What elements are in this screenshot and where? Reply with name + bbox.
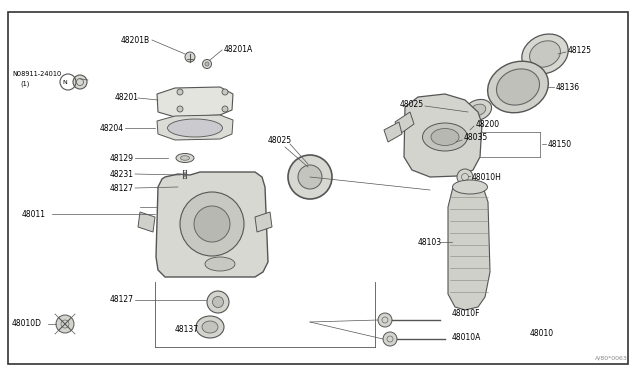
Text: 48127: 48127 [110, 295, 134, 305]
Ellipse shape [452, 180, 488, 194]
Ellipse shape [470, 104, 486, 116]
Ellipse shape [180, 156, 189, 160]
Circle shape [212, 296, 223, 308]
Text: 48010F: 48010F [452, 310, 481, 318]
Circle shape [202, 60, 211, 68]
Ellipse shape [488, 61, 548, 113]
Text: N: N [63, 80, 67, 84]
Polygon shape [404, 94, 482, 177]
Circle shape [298, 165, 322, 189]
Text: 48035: 48035 [464, 132, 488, 141]
Ellipse shape [205, 257, 235, 271]
Ellipse shape [196, 316, 224, 338]
Text: 48200: 48200 [476, 119, 500, 128]
Circle shape [177, 106, 183, 112]
Text: 48025: 48025 [400, 99, 424, 109]
Text: 48010D: 48010D [12, 320, 42, 328]
Circle shape [288, 155, 332, 199]
Text: 48136: 48136 [556, 83, 580, 92]
Ellipse shape [529, 41, 561, 67]
Circle shape [180, 192, 244, 256]
Text: (1): (1) [20, 81, 29, 87]
Circle shape [73, 75, 87, 89]
Text: 48011: 48011 [22, 209, 46, 218]
Polygon shape [448, 182, 490, 310]
Circle shape [222, 89, 228, 95]
Polygon shape [156, 172, 268, 277]
Ellipse shape [422, 123, 467, 151]
Ellipse shape [202, 321, 218, 333]
Circle shape [185, 181, 195, 191]
Polygon shape [255, 212, 272, 232]
Ellipse shape [176, 154, 194, 163]
Text: 48150: 48150 [548, 140, 572, 148]
Circle shape [457, 169, 473, 185]
Text: 48129: 48129 [110, 154, 134, 163]
Text: 48010A: 48010A [452, 333, 481, 341]
Text: 48010: 48010 [530, 330, 554, 339]
Circle shape [56, 315, 74, 333]
Text: 48204: 48204 [100, 124, 124, 132]
Text: 48201: 48201 [115, 93, 139, 102]
Circle shape [177, 89, 183, 95]
Text: 48125: 48125 [568, 45, 592, 55]
Text: 48231: 48231 [110, 170, 134, 179]
Circle shape [185, 52, 195, 62]
Text: A/80*0063: A/80*0063 [595, 355, 628, 360]
Text: N08911-24010: N08911-24010 [12, 71, 61, 77]
Polygon shape [157, 87, 233, 117]
Circle shape [194, 206, 230, 242]
Polygon shape [157, 115, 233, 140]
Text: 48127: 48127 [110, 183, 134, 192]
Circle shape [378, 313, 392, 327]
Ellipse shape [465, 99, 492, 121]
Text: 48025: 48025 [268, 135, 292, 144]
Text: 48201B: 48201B [121, 35, 150, 45]
Circle shape [207, 291, 229, 313]
Text: 48201A: 48201A [224, 45, 253, 54]
Circle shape [222, 106, 228, 112]
Ellipse shape [522, 34, 568, 74]
Ellipse shape [497, 69, 540, 105]
Polygon shape [384, 122, 402, 142]
Text: 48137: 48137 [175, 326, 199, 334]
Ellipse shape [168, 119, 223, 137]
Circle shape [205, 62, 209, 66]
Circle shape [180, 176, 200, 196]
Text: 48103: 48103 [418, 237, 442, 247]
Polygon shape [138, 212, 155, 232]
Ellipse shape [431, 128, 459, 145]
Circle shape [383, 332, 397, 346]
Text: 48010H: 48010H [472, 173, 502, 182]
Polygon shape [395, 112, 414, 134]
